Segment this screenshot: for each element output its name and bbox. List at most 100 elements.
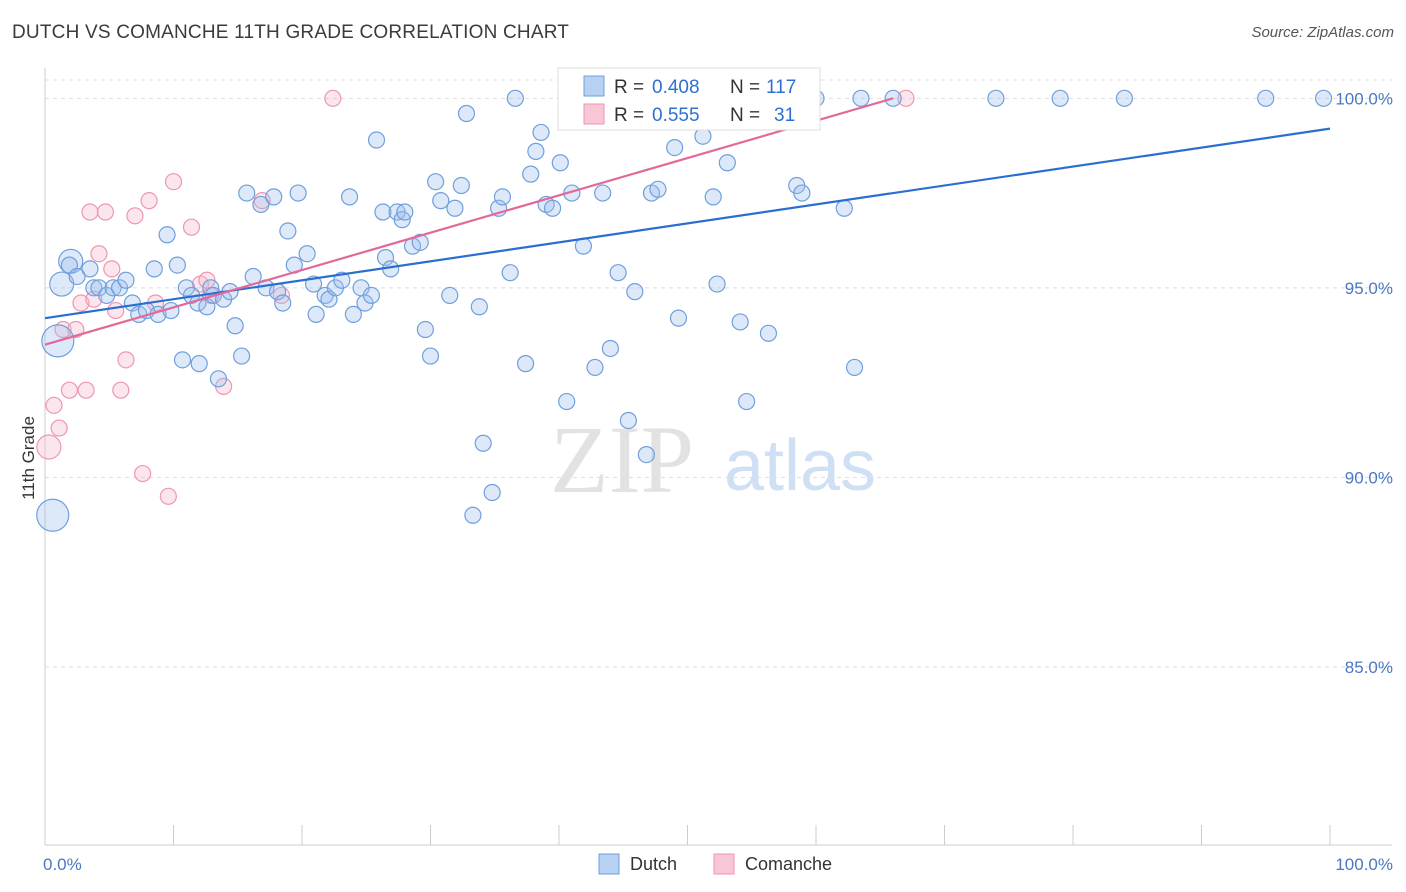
dutch-point <box>551 154 569 172</box>
dutch-point <box>637 446 655 464</box>
dutch-r-label: R = <box>614 77 644 98</box>
comanche-point <box>90 245 108 263</box>
dutch-point <box>446 199 464 217</box>
dutch-point <box>333 271 351 289</box>
comanche-point <box>50 419 68 437</box>
dutch-point <box>586 358 604 377</box>
comanche-point <box>117 351 135 369</box>
comanche-point <box>182 218 201 236</box>
dutch-point <box>793 184 811 202</box>
dutch-point <box>464 506 482 524</box>
chart-title: DUTCH VS COMANCHE 11TH GRADE CORRELATION… <box>12 22 570 43</box>
dutch-point <box>704 188 722 206</box>
dutch-point <box>452 176 470 195</box>
dutch-point <box>421 347 440 365</box>
dutch-point <box>158 226 176 244</box>
comanche-r-label: R = <box>614 105 644 126</box>
comanche-point <box>324 89 342 107</box>
legend-dutch-swatch <box>598 853 620 875</box>
dutch-point <box>279 222 297 240</box>
comanche-n-label: N = <box>730 105 760 126</box>
y-axis-label: 11th Grade <box>19 416 38 500</box>
dutch-point <box>1314 89 1333 107</box>
dutch-point <box>483 483 501 502</box>
comanche-point <box>36 434 62 460</box>
dutch-point <box>470 298 488 316</box>
watermark-zip: ZIP <box>550 406 694 513</box>
dutch-swatch <box>583 75 605 97</box>
comanche-point <box>72 294 90 312</box>
dutch-point <box>527 142 545 160</box>
dutch-point <box>441 286 459 305</box>
legend-dutch-label: Dutch <box>630 854 677 874</box>
comanche-trend-line <box>44 97 894 346</box>
dutch-n-label: N = <box>730 77 760 98</box>
comanche-point <box>96 203 114 221</box>
x-tick-label: 0.0% <box>43 855 82 874</box>
dutch-point <box>516 355 535 373</box>
dutch-point <box>1115 89 1134 107</box>
comanche-n-value: 31 <box>774 105 795 126</box>
dutch-point <box>1051 89 1069 107</box>
y-tick-label: 100.0% <box>1335 89 1393 108</box>
dutch-point <box>987 89 1005 107</box>
comanche-point <box>159 487 177 505</box>
comanche-point <box>77 381 95 399</box>
dutch-point <box>543 199 562 217</box>
dutch-point <box>432 192 450 210</box>
dutch-point <box>36 498 70 532</box>
dutch-point <box>117 271 135 289</box>
dutch-point <box>104 279 122 297</box>
dutch-point <box>411 233 429 251</box>
dutch-point <box>619 411 637 430</box>
dutch-point <box>609 264 627 282</box>
dutch-point <box>718 154 736 172</box>
comanche-point <box>126 207 144 225</box>
dutch-point <box>731 313 749 331</box>
dutch-point <box>190 355 208 373</box>
dutch-point <box>226 317 244 335</box>
comanche-swatch <box>583 103 605 125</box>
comanche-point <box>112 381 130 399</box>
dutch-point <box>265 188 283 206</box>
dutch-point <box>367 131 386 149</box>
stats-legend: R = 0.408 N = 117 R = 0.555 N = 31 <box>557 67 821 131</box>
bottom-legend: Dutch Comanche <box>598 853 832 875</box>
axes: 100.0% 95.0% 90.0% 85.0% 0.0% 100.0% <box>43 68 1393 874</box>
trend-lines <box>44 97 1331 346</box>
dutch-point <box>396 203 414 221</box>
y-tick-label: 90.0% <box>1345 468 1393 487</box>
dutch-point <box>362 286 380 305</box>
dutch-point <box>457 104 476 123</box>
comanche-point <box>103 260 121 278</box>
dutch-point <box>835 199 853 217</box>
dutch-point <box>252 195 270 214</box>
dutch-point <box>532 123 550 142</box>
dutch-point <box>85 279 103 297</box>
dutch-point <box>68 267 86 286</box>
dutch-trend-line <box>44 127 1331 320</box>
source-credit: Source: ZipAtlas.com <box>1251 24 1394 41</box>
dutch-point <box>558 392 576 411</box>
dutch-point <box>233 347 251 365</box>
dutch-point <box>145 260 163 278</box>
legend-comanche-label: Comanche <box>745 854 832 874</box>
comanche-point <box>60 381 79 399</box>
comanche-point <box>134 464 152 483</box>
dutch-point <box>1257 89 1275 107</box>
dutch-point <box>708 275 726 293</box>
dutch-point <box>427 173 445 191</box>
dutch-point <box>501 264 519 282</box>
dutch-n-value: 117 <box>766 77 796 98</box>
dutch-point <box>493 188 512 206</box>
watermark-atlas: atlas <box>724 426 876 506</box>
dutch-points <box>36 89 1333 532</box>
dutch-point <box>274 294 292 312</box>
dutch-point <box>669 309 688 327</box>
comanche-point <box>81 203 99 221</box>
comanche-point <box>45 396 63 414</box>
dutch-point <box>416 320 434 339</box>
dutch-point <box>852 89 870 107</box>
dutch-point <box>238 184 256 202</box>
dutch-point <box>626 283 644 301</box>
